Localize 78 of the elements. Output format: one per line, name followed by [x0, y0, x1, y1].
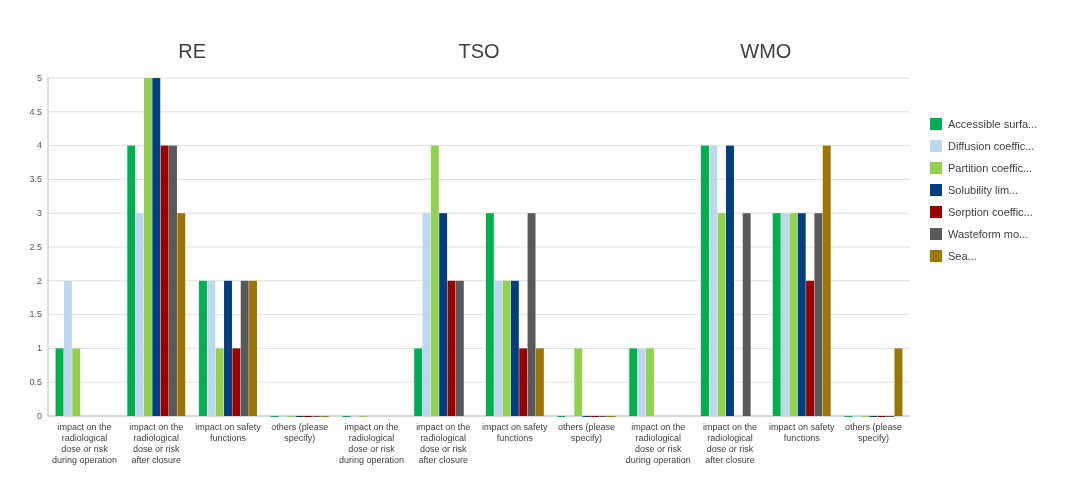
bar [637, 348, 646, 416]
y-tick-label: 2 [36, 275, 42, 286]
y-tick-label: 4.5 [29, 106, 42, 117]
bar [645, 348, 654, 416]
legend-label: Sea... [948, 249, 977, 262]
bar [717, 213, 726, 416]
x-tick-label: impact on the radiological dose or risk after closure [129, 422, 184, 465]
bar [806, 280, 815, 416]
bar [726, 145, 734, 416]
y-tick-label: 5 [36, 72, 42, 83]
legend-label: Diffusion coeffic... [948, 139, 1035, 152]
bar [797, 213, 806, 416]
bar [574, 348, 583, 416]
bar [55, 348, 64, 416]
bar [455, 280, 464, 416]
bar [629, 348, 638, 416]
legend-label: Accessible surfa... [948, 117, 1038, 130]
x-tick-label: impact on the radiological dose or risk during operation [625, 422, 691, 465]
bar [709, 145, 718, 416]
bar [519, 348, 528, 416]
bar [701, 145, 709, 416]
x-tick-label: impact on safety functions [768, 422, 835, 443]
bar [135, 213, 144, 416]
y-tick-label: 4 [36, 140, 42, 151]
y-tick-label: 1.5 [29, 309, 42, 320]
bar [485, 213, 494, 416]
y-tick-label: 3.5 [29, 174, 42, 185]
bar [127, 145, 136, 416]
y-tick-label: 0 [36, 410, 42, 421]
bar [781, 213, 789, 416]
bar [143, 78, 152, 416]
bar [894, 348, 903, 416]
legend-label: Partition coeffic... [948, 161, 1033, 174]
bar [439, 213, 448, 416]
bar [240, 280, 249, 416]
x-tick-label: impact on the radiological dose or risk during operation [338, 422, 404, 465]
bar [414, 348, 423, 416]
x-tick-label: others (please specify) [271, 422, 329, 443]
x-tick-label: impact on the radiological dose or risk after closure [702, 422, 758, 465]
x-tick-label: others (please specify) [844, 422, 902, 443]
bar [215, 348, 224, 416]
bar [535, 348, 544, 416]
x-tick-label: others (please specify) [558, 422, 616, 443]
bar [63, 280, 72, 416]
legend-label: Wasteform mo... [948, 227, 1029, 240]
x-tick-label: impact on the radiological dose or risk during operation [52, 422, 118, 465]
bar [494, 280, 503, 416]
text: TSO [458, 40, 500, 62]
bar [224, 280, 232, 416]
bar [249, 280, 257, 416]
bar [814, 213, 823, 416]
bar [772, 213, 781, 416]
bar [177, 213, 186, 416]
x-tick-label: impact on safety functions [195, 422, 262, 443]
bar [199, 280, 207, 416]
bar [430, 145, 439, 416]
x-tick-label: impact on safety functions [482, 422, 549, 443]
y-tick-label: 2.5 [29, 241, 42, 252]
bar [160, 145, 169, 416]
bar [72, 348, 81, 416]
x-tick-label: impact on the radiological dose or risk after closure [416, 422, 471, 465]
bar [510, 280, 519, 416]
y-tick-label: 3 [36, 208, 42, 219]
y-tick-label: 0.5 [29, 377, 42, 388]
legend-label: Solubility lim... [948, 183, 1019, 196]
bar [207, 280, 216, 416]
bar [422, 213, 431, 416]
bar [169, 145, 177, 416]
legend-label: Sorption coeffic... [948, 205, 1033, 218]
bar [742, 213, 751, 416]
text: WMO [740, 40, 792, 62]
text: RE [178, 40, 207, 62]
bar [232, 348, 241, 416]
bar [822, 145, 831, 416]
y-tick-label: 1 [36, 343, 42, 354]
bar [152, 78, 161, 416]
bar [789, 213, 798, 416]
bar [527, 213, 536, 416]
